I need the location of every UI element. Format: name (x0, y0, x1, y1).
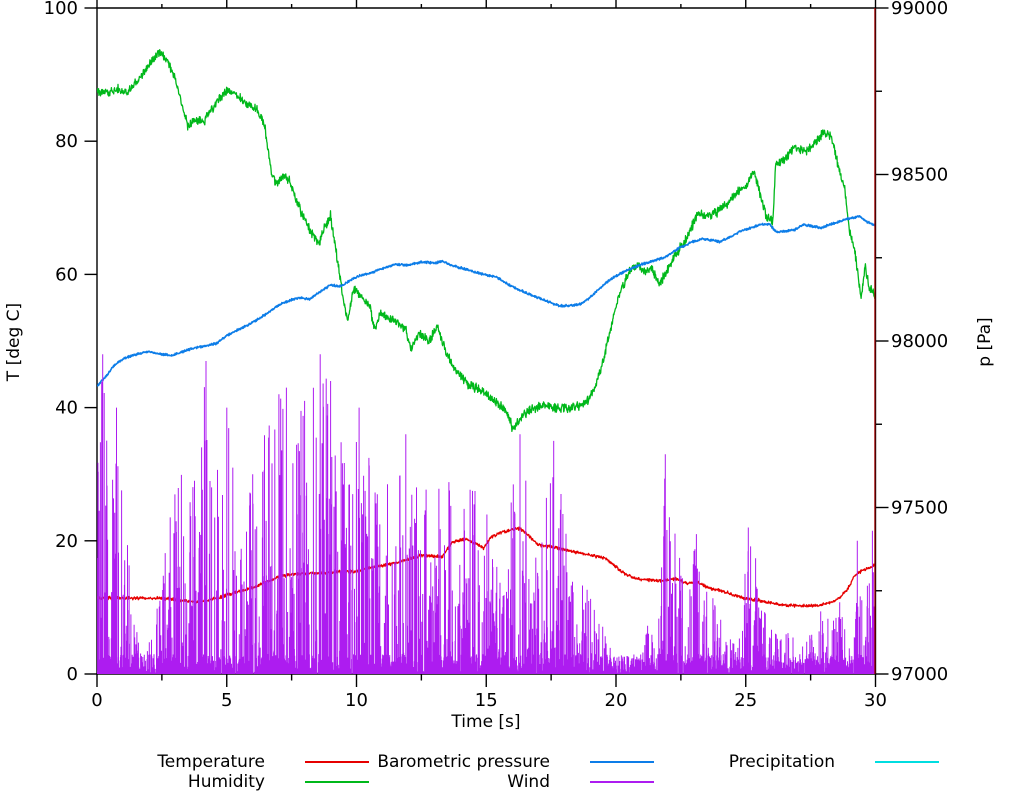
svg-text:60: 60 (55, 264, 78, 285)
y2-axis-label: p [Pa] (975, 317, 995, 367)
svg-text:0: 0 (67, 664, 78, 685)
svg-text:97500: 97500 (891, 498, 948, 519)
svg-text:5: 5 (221, 690, 232, 711)
svg-text:98500: 98500 (891, 165, 948, 186)
x-axis-label: Time [s] (451, 712, 521, 732)
svg-text:100: 100 (44, 0, 78, 19)
svg-text:20: 20 (605, 690, 628, 711)
svg-text:97000: 97000 (891, 664, 948, 685)
svg-text:98000: 98000 (891, 331, 948, 352)
svg-text:40: 40 (55, 398, 78, 419)
svg-text:30: 30 (864, 690, 887, 711)
svg-text:80: 80 (55, 131, 78, 152)
svg-text:15: 15 (475, 690, 498, 711)
y-axis-label: T [deg C] (4, 302, 24, 382)
svg-text:20: 20 (55, 531, 78, 552)
svg-text:99000: 99000 (891, 0, 948, 19)
svg-text:0: 0 (91, 690, 102, 711)
svg-text:25: 25 (734, 690, 757, 711)
svg-text:10: 10 (345, 690, 368, 711)
